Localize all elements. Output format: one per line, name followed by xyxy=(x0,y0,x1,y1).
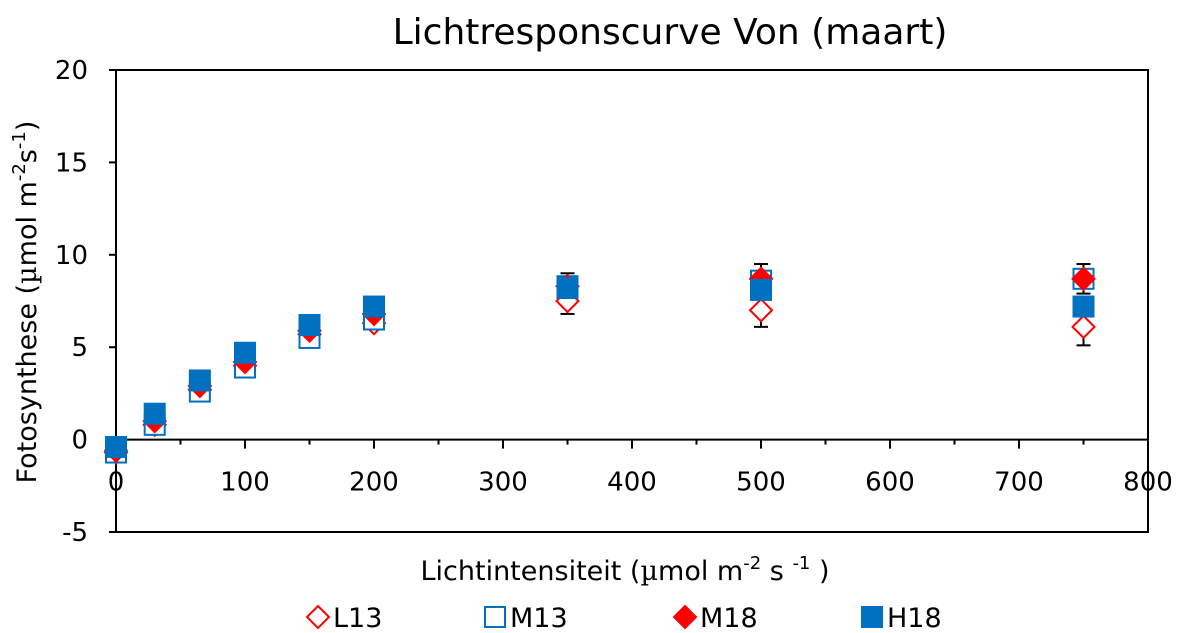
x-axis-label-part: Lichtintensiteit ( xyxy=(420,556,640,587)
x-axis-label-part: mol m xyxy=(658,556,743,587)
x-tick-label: 500 xyxy=(736,468,786,498)
y-tick-label: 15 xyxy=(55,148,88,178)
legend: L13 M13 M18 H18 xyxy=(305,603,942,633)
data-point-l13 xyxy=(1071,314,1096,340)
y-axis-label-part: Fotosynthese ( xyxy=(12,284,43,483)
data-point-m18 xyxy=(1071,266,1096,292)
data-point-h18 xyxy=(143,402,166,425)
x-tick-label: 300 xyxy=(478,468,528,498)
legend-marker-m13 xyxy=(484,606,506,628)
x-tick-label: 100 xyxy=(220,468,270,498)
data-point-h18 xyxy=(188,369,211,392)
data-point-h18 xyxy=(363,295,385,318)
data-point-h18 xyxy=(1072,295,1095,318)
error-bars xyxy=(109,263,1091,458)
y-tick-label: -5 xyxy=(62,518,88,548)
y-axis-label-part: µ xyxy=(12,266,43,284)
data-point-h18 xyxy=(298,314,321,337)
y-axis-label-part: ) xyxy=(12,121,43,132)
x-tick-label: 700 xyxy=(994,468,1044,498)
x-axis-label-sup: -2 xyxy=(743,553,761,574)
svg-text:Fotosynthese (µmol m-2s-1): Fotosynthese (µmol m-2s-1) xyxy=(9,121,43,484)
y-axis-label: Fotosynthese (µmol m-2s-1) xyxy=(9,121,43,484)
y-axis-label-sup: -1 xyxy=(9,131,30,149)
x-tick-label: 0 xyxy=(108,468,125,498)
x-axis-label-sup: -1 xyxy=(792,553,810,574)
x-axis-label-part: µ xyxy=(640,556,658,587)
y-tick-label: 0 xyxy=(71,426,88,456)
x-tick-label: 400 xyxy=(607,468,657,498)
y-tick-label: 10 xyxy=(55,241,88,271)
legend-label-l13: L13 xyxy=(333,603,382,633)
data-point-h18 xyxy=(105,435,127,458)
x-axis-label-part: s xyxy=(761,556,792,587)
legend-label-m18: M18 xyxy=(700,603,758,633)
legend-marker-m18 xyxy=(672,604,698,630)
x-tick-label: 200 xyxy=(349,468,399,498)
y-axis-label-sup: -2 xyxy=(9,163,30,181)
data-markers xyxy=(103,266,1096,465)
legend-marker-l13 xyxy=(305,604,331,630)
data-point-h18 xyxy=(750,278,772,301)
x-axis-label-part: ) xyxy=(810,556,829,587)
plot-frame xyxy=(115,69,1149,533)
x-tick-label: 800 xyxy=(1123,468,1173,498)
x-axis-label: Lichtintensiteit (µmol m-2 s -1 ) xyxy=(420,553,829,587)
data-point-h18 xyxy=(556,277,579,300)
chart-title: Lichtresponscurve Von (maart) xyxy=(393,12,948,53)
axes: 0 100 200 300 400 500 600 700 800 -5 0 5 10 15 20 xyxy=(55,56,1173,548)
legend-label-h18: H18 xyxy=(887,603,942,633)
data-point-h18 xyxy=(234,341,256,364)
x-tick-label: 600 xyxy=(865,468,915,498)
data-point-l13 xyxy=(748,297,774,323)
legend-marker-h18 xyxy=(861,606,883,628)
legend-label-m13: M13 xyxy=(510,603,568,633)
y-tick-label: 5 xyxy=(71,333,88,363)
y-axis-label-part: mol m xyxy=(12,181,43,266)
y-axis-label-part: s xyxy=(12,149,43,163)
y-tick-label: 20 xyxy=(55,56,88,86)
